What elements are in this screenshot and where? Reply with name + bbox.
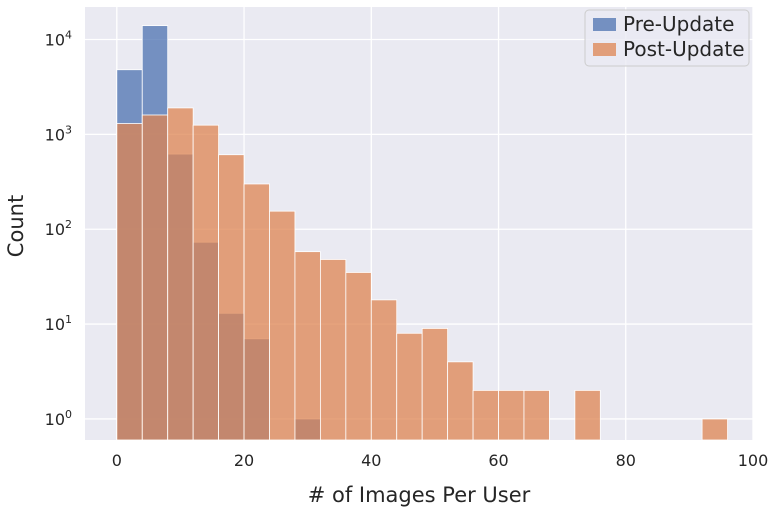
- legend-swatch-pre-update: [593, 18, 616, 31]
- bar-post-update: [396, 332, 423, 441]
- y-tick-label: 102: [45, 218, 72, 239]
- x-tick-labels: 0 20 40 60 80 100: [112, 451, 769, 470]
- y-axis-label: Count: [4, 195, 28, 257]
- y-tick-label: 104: [45, 28, 72, 49]
- bar-post-update: [345, 272, 372, 441]
- bar-post-update: [498, 389, 525, 441]
- bar-post-update: [243, 183, 270, 441]
- bar-post-update: [116, 123, 143, 441]
- y-tick-labels: 100 101 102 103 104: [45, 28, 72, 428]
- bar-post-update: [523, 389, 550, 441]
- x-tick-label: 40: [361, 451, 381, 470]
- bar-post-update: [370, 299, 398, 441]
- legend: Pre-Update Post-Update: [584, 9, 750, 67]
- bar-post-update: [167, 107, 194, 441]
- bar-post-update: [294, 251, 321, 441]
- y-tick-label: 101: [45, 313, 72, 334]
- bar-post-update: [421, 328, 449, 441]
- x-tick-label: 60: [488, 451, 508, 470]
- y-tick-label: 100: [45, 408, 72, 429]
- legend-label-pre-update: Pre-Update: [623, 12, 734, 36]
- bar-post-update: [269, 210, 296, 441]
- x-tick-label: 100: [738, 451, 769, 470]
- bar-post-update: [141, 114, 169, 441]
- bar-post-update: [447, 361, 474, 441]
- x-axis-label: # of Images Per User: [308, 483, 531, 507]
- bars-layer: [116, 25, 728, 441]
- bar-post-update: [472, 389, 499, 441]
- legend-swatch-post-update: [593, 43, 616, 56]
- bar-post-update: [192, 124, 219, 441]
- legend-label-post-update: Post-Update: [623, 37, 745, 61]
- legend-frame: [584, 9, 750, 67]
- x-tick-label: 20: [234, 451, 254, 470]
- bar-post-update: [701, 418, 728, 441]
- bar-post-update: [319, 259, 347, 441]
- y-tick-label: 103: [45, 123, 72, 144]
- bar-post-update: [574, 389, 601, 441]
- bar-post-update: [218, 154, 245, 441]
- x-tick-label: 0: [112, 451, 122, 470]
- x-tick-label: 80: [616, 451, 636, 470]
